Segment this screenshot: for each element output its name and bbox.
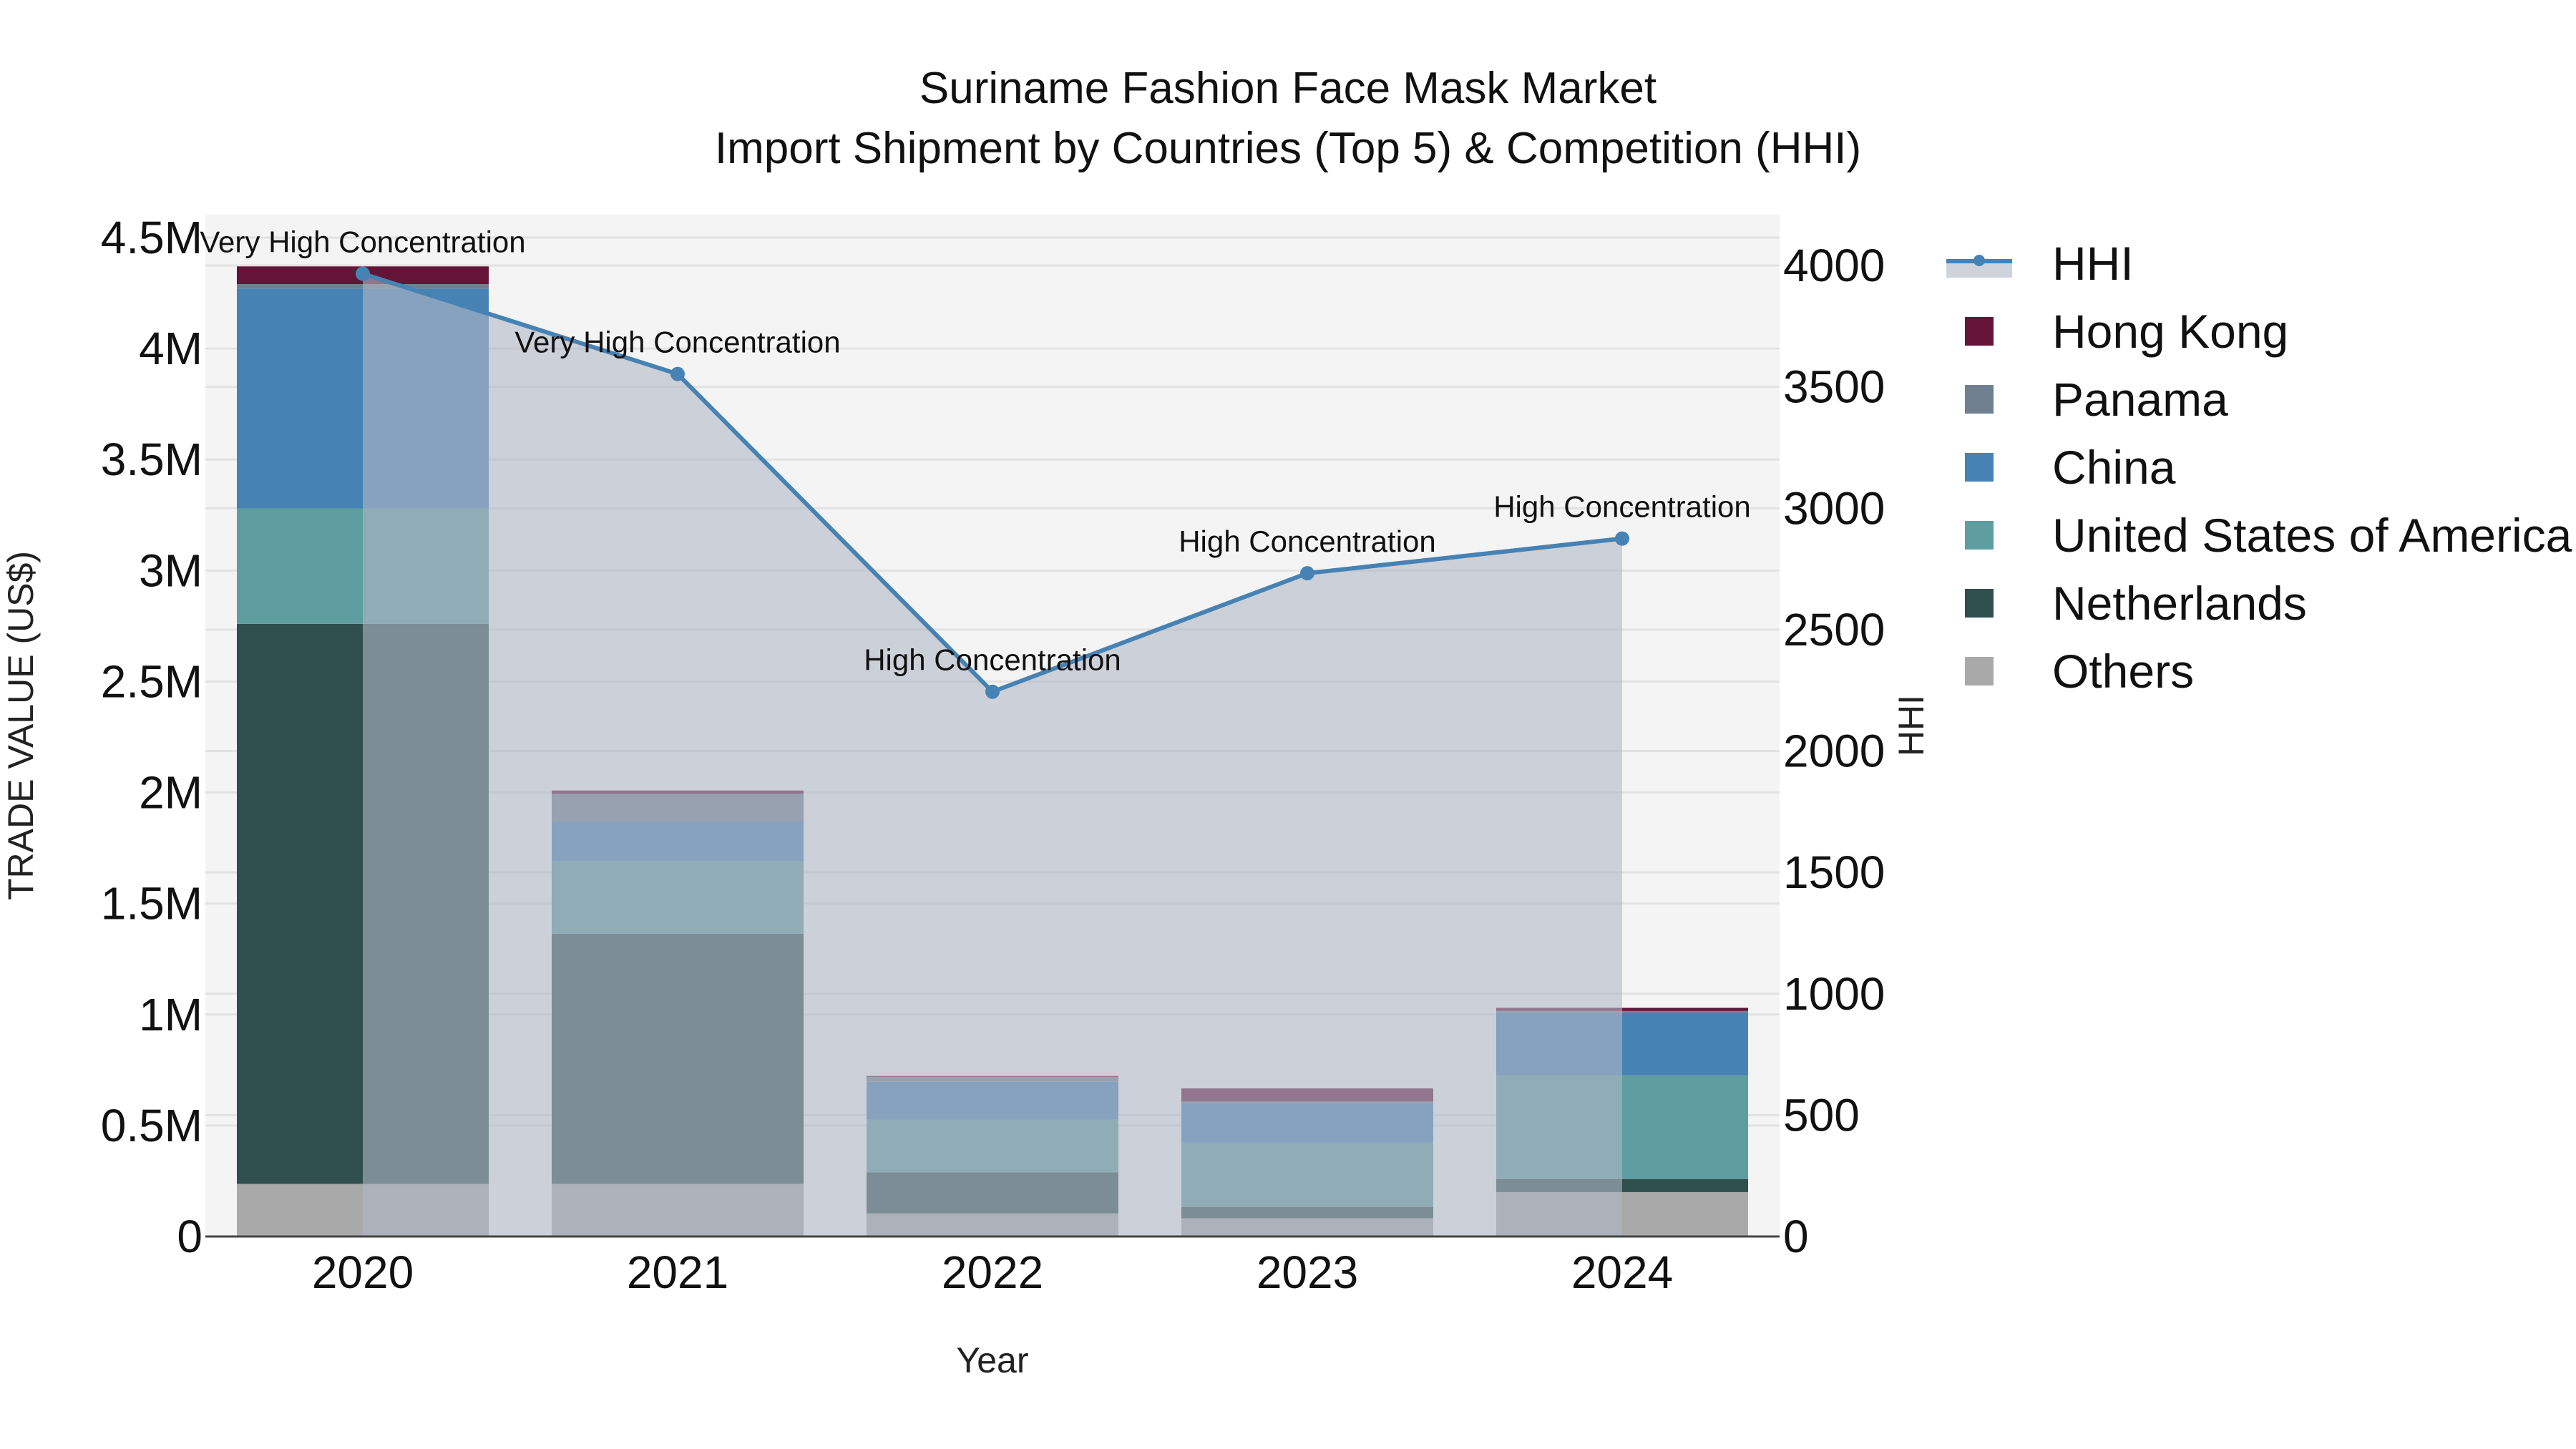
legend-label: China bbox=[2052, 440, 2176, 494]
hhi-area-fill bbox=[363, 273, 1622, 1237]
legend-item[interactable]: Panama bbox=[1946, 365, 2572, 433]
hhi-marker bbox=[1615, 531, 1629, 546]
hhi-annotation: High Concentration bbox=[1493, 490, 1751, 524]
x-tick-label: 2024 bbox=[1571, 1246, 1673, 1298]
y-left-tick-label: 4M bbox=[139, 323, 203, 374]
hhi-annotations: Very High Concentration Very High Concent… bbox=[200, 225, 1750, 677]
y-left-tick-label: 3.5M bbox=[101, 434, 203, 485]
hhi-annotation: Very High Concentration bbox=[514, 326, 840, 359]
legend-swatch-icon bbox=[1965, 452, 1994, 482]
hhi-annotation: High Concentration bbox=[864, 643, 1121, 677]
legend-item[interactable]: Others bbox=[1946, 637, 2572, 705]
legend-label: Hong Kong bbox=[2052, 304, 2289, 358]
legend-line-marker-icon bbox=[1946, 249, 2012, 278]
chart-title-line2: Import Shipment by Countries (Top 5) & C… bbox=[714, 124, 1862, 173]
y-left-tick-label: 0.5M bbox=[101, 1100, 203, 1151]
y-right-tick-label: 3000 bbox=[1783, 482, 1885, 534]
legend-swatch-icon bbox=[1965, 520, 1994, 550]
x-ticks: 2020 2021 2022 2023 2024 bbox=[312, 1246, 1673, 1298]
legend-item[interactable]: China bbox=[1946, 433, 2572, 501]
legend-swatch-icon bbox=[1965, 316, 1994, 346]
legend-item[interactable]: Hong Kong bbox=[1946, 297, 2572, 365]
hhi-marker bbox=[356, 266, 370, 281]
legend-label: Netherlands bbox=[2052, 576, 2307, 630]
hhi-marker bbox=[1300, 566, 1314, 581]
chart-title-line1: Suriname Fashion Face Mask Market bbox=[919, 64, 1657, 113]
legend-label: Others bbox=[2052, 644, 2195, 698]
legend: HHI Hong Kong Panama China United States of … bbox=[1946, 229, 2572, 705]
y-right-tick-label: 4000 bbox=[1783, 240, 1885, 291]
y-right-tick-label: 1000 bbox=[1783, 968, 1885, 1020]
y-right-axis-label: HHI bbox=[1891, 695, 1931, 756]
x-tick-label: 2020 bbox=[312, 1246, 414, 1298]
legend-swatch-icon bbox=[1965, 384, 1994, 414]
y-left-tick-label: 2M bbox=[139, 767, 203, 819]
legend-label: HHI bbox=[2052, 236, 2134, 290]
hhi-annotation: High Concentration bbox=[1179, 525, 1436, 558]
y-left-tick-label: 3M bbox=[139, 545, 203, 596]
legend-item[interactable]: HHI bbox=[1946, 229, 2572, 297]
y-left-tick-label: 1M bbox=[139, 989, 203, 1040]
y-right-ticks: 0 500 1000 1500 2000 2500 3000 3500 4000 bbox=[1783, 240, 1885, 1262]
y-right-tick-label: 0 bbox=[1783, 1211, 1809, 1262]
y-right-tick-label: 2500 bbox=[1783, 604, 1885, 655]
legend-swatch-icon bbox=[1965, 588, 1994, 618]
legend-item[interactable]: United States of America bbox=[1946, 501, 2572, 569]
legend-item[interactable]: Netherlands bbox=[1946, 569, 2572, 637]
y-left-tick-label: 0 bbox=[177, 1211, 203, 1262]
legend-label: Panama bbox=[2052, 372, 2228, 426]
hhi-markers bbox=[356, 266, 1629, 699]
hhi-marker bbox=[670, 366, 685, 381]
hhi-marker bbox=[985, 684, 1000, 699]
x-tick-label: 2022 bbox=[942, 1246, 1043, 1298]
y-left-tick-label: 1.5M bbox=[101, 878, 203, 930]
y-left-tick-label: 4.5M bbox=[101, 212, 203, 263]
y-right-tick-label: 1500 bbox=[1783, 847, 1885, 898]
legend-label: United States of America bbox=[2052, 508, 2572, 562]
y-left-ticks: 0 0.5M 1M 1.5M 2M 2.5M 3M 3.5M 4M 4.5M bbox=[101, 212, 203, 1262]
legend-swatch-icon bbox=[1965, 656, 1994, 686]
y-left-tick-label: 2.5M bbox=[101, 655, 203, 707]
x-axis-label: Year bbox=[956, 1340, 1028, 1380]
x-tick-label: 2021 bbox=[627, 1246, 728, 1298]
x-tick-label: 2023 bbox=[1257, 1246, 1358, 1298]
y-right-tick-label: 3500 bbox=[1783, 361, 1885, 413]
y-right-tick-label: 500 bbox=[1783, 1089, 1860, 1141]
y-left-axis-label: TRADE VALUE (US$) bbox=[1, 551, 41, 900]
y-right-tick-label: 2000 bbox=[1783, 726, 1885, 777]
hhi-annotation: Very High Concentration bbox=[200, 225, 525, 259]
